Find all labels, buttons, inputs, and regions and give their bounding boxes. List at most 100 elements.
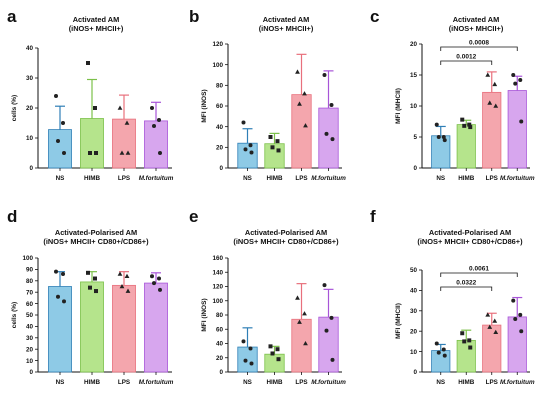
y-tick-label: 5 [413,134,417,141]
y-tick-label: 20 [26,346,34,353]
y-tick-label: 0 [29,165,33,172]
data-point-circle [158,151,162,155]
y-tick-label: 0 [413,165,417,172]
y-tick-label: 50 [26,312,34,319]
y-axis-label: MFI (MHCII) [395,88,402,124]
data-point-square [86,270,90,275]
data-point-square [268,135,273,139]
y-tick-label: 10 [410,103,418,110]
y-tick-label: 100 [212,298,223,305]
data-point-circle [249,361,254,366]
y-tick-label: 20 [26,105,34,112]
y-tick-label: 60 [216,326,224,333]
data-point-square [276,148,281,153]
bar-ns [48,286,72,373]
x-tick-label: HIMB [458,175,475,182]
panel-title-line: (iNOS+ MHCII+ CD80+/CD86+) [233,237,339,246]
panel-title-line: Activated AM [73,15,120,24]
data-point-circle [61,271,65,276]
data-point-square [467,122,472,127]
data-point-square [86,61,90,65]
x-tick-label: M.fortuitum [139,175,174,182]
bar-ns [237,346,258,373]
significance-bracket [440,272,518,277]
x-tick-label: NS [243,379,252,386]
x-tick-label: HIMB [458,379,475,386]
y-tick-label: 40 [216,124,224,131]
data-point-circle [61,121,65,125]
data-point-circle [519,329,524,334]
bar-himb [80,118,104,169]
x-tick-label: LPS [295,175,307,182]
y-tick-label: 20 [410,328,418,335]
data-point-triangle [493,329,499,335]
data-point-circle [518,312,523,317]
x-tick-label: M.fortuitum [500,175,535,182]
data-point-circle [324,131,329,136]
data-point-square [276,357,281,362]
x-tick-label: M.fortuitum [500,379,535,386]
data-point-circle [329,102,334,107]
data-point-circle [158,287,162,292]
data-point-triangle [303,123,308,128]
x-tick-label: HIMB [84,379,101,386]
data-point-triangle [119,150,125,155]
data-point-circle [434,122,439,127]
y-tick-label: 10 [410,349,418,356]
data-point-circle [56,139,60,143]
data-point-circle [152,281,156,286]
bar-himb [456,124,476,169]
x-tick-label: HIMB [84,175,101,182]
data-point-circle [241,120,246,125]
data-point-triangle [302,91,307,96]
y-axis-label: cells (%) [11,95,18,121]
panel-title-line: Activated AM [453,15,500,24]
panel-e: e Activated-Polarised AM(iNOS+ MHCII+ CD8… [189,207,346,386]
y-tick-label: 20 [216,145,224,152]
y-tick-label: 30 [26,335,34,342]
x-tick-label: HIMB [266,175,283,182]
data-point-circle [62,299,66,304]
y-tick-label: 80 [216,83,224,90]
p-value-label: 0.0061 [469,266,489,273]
data-point-triangle [117,271,123,276]
y-tick-label: 40 [410,288,418,295]
panel-d: d Activated-Polarised AM(iNOS+ MHCII+ CD8… [7,207,174,386]
y-tick-label: 40 [216,341,224,348]
data-point-square [468,125,473,130]
y-tick-label: 30 [26,75,34,82]
y-axis-label: MFI (iNOS) [201,89,208,122]
data-point-circle [54,269,58,274]
data-point-triangle [302,311,307,316]
data-point-square [468,345,473,350]
x-tick-label: NS [56,379,65,386]
data-point-square [88,151,92,155]
data-point-circle [436,350,441,355]
bar-himb [80,281,104,373]
panel-title-line: Activated-Polarised AM [55,228,137,237]
data-point-triangle [485,72,491,77]
y-tick-label: 100 [22,255,33,262]
data-point-triangle [492,318,498,323]
data-point-circle [157,276,161,281]
data-point-square [460,117,465,122]
panel-title-line: Activated-Polarised AM [245,228,327,237]
y-tick-label: 15 [410,72,418,79]
bar-mfortuitum [144,120,168,169]
data-point-triangle [295,295,300,300]
data-point-circle [441,135,446,139]
data-point-triangle [303,341,308,346]
data-point-square [268,344,273,349]
data-point-square [275,139,280,144]
data-point-triangle [487,324,493,329]
data-point-circle [434,341,439,346]
data-point-circle [62,151,66,155]
data-point-circle [324,328,329,333]
data-point-circle [54,94,58,98]
y-tick-label: 30 [410,308,418,315]
bar-lps [482,91,502,169]
y-tick-label: 120 [212,284,223,291]
x-tick-label: NS [243,175,252,182]
y-tick-label: 0 [219,165,223,172]
data-point-circle [511,298,516,303]
